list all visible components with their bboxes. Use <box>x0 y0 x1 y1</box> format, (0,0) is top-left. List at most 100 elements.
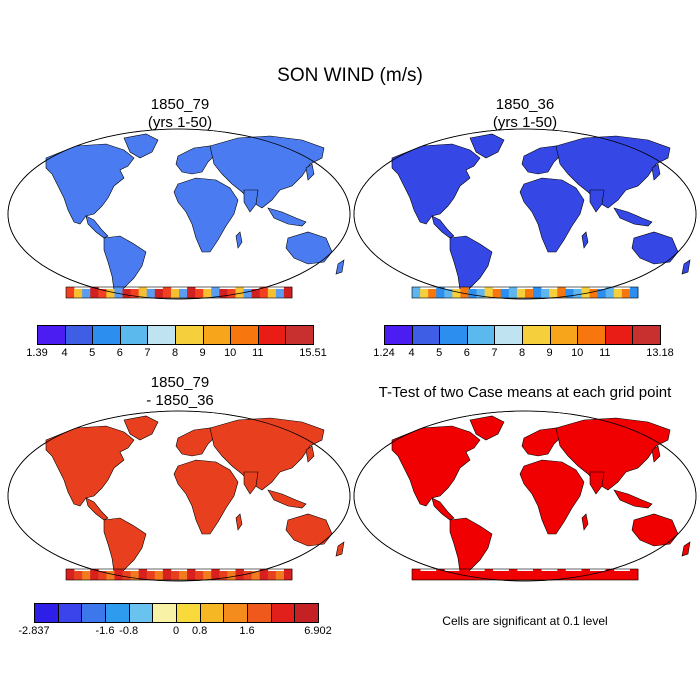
antarctica-segment <box>259 287 269 298</box>
antarctica-segment <box>533 569 542 580</box>
colorbar-box <box>247 603 272 623</box>
antarctica-segment <box>146 289 156 298</box>
antarctica-segment <box>516 289 526 298</box>
antarctica-segment <box>106 571 115 580</box>
colorbar-label: 11 <box>599 347 611 359</box>
antarctica-segment <box>573 571 582 580</box>
colorbar-box <box>632 325 661 345</box>
antarctica-segment <box>251 289 261 298</box>
antarctica-segment <box>412 287 421 298</box>
antarctica-outline <box>65 286 293 299</box>
panel-3-title-line-2: - 1850_36 <box>146 392 214 409</box>
figure-title: SON WIND (m/s) <box>277 65 423 86</box>
antarctica-segment <box>428 571 437 580</box>
colorbar-label: 5 <box>89 347 96 359</box>
antarctica-segment <box>154 289 164 298</box>
antarctica-segment <box>267 289 277 298</box>
antarctica-segment <box>98 289 107 298</box>
antarctica-segment <box>259 569 269 580</box>
colorbar-box <box>294 603 319 623</box>
colorbar-box <box>604 325 634 345</box>
antarctica-segment <box>452 571 461 580</box>
map-panel-3 <box>7 410 351 582</box>
colorbar-label: 10 <box>224 347 237 359</box>
antarctica-segment <box>187 569 196 580</box>
map-panel-4 <box>353 410 697 582</box>
antarctica-segment <box>621 289 631 298</box>
antarctica-segment <box>74 289 83 298</box>
antarctica-segment <box>436 569 445 580</box>
antarctica-segment <box>195 289 204 298</box>
antarctica-outline <box>65 568 293 581</box>
colorbar-label: 9 <box>199 347 206 359</box>
antarctica-segment <box>251 571 261 580</box>
antarctica-segment <box>541 571 550 580</box>
colorbar-label: 9 <box>546 347 553 359</box>
antarctica-segment <box>557 287 566 298</box>
antarctica-segment <box>581 287 590 298</box>
antarctica-segment <box>557 569 566 580</box>
colorbar-label: 6 <box>116 347 123 359</box>
antarctica-segment <box>597 571 607 580</box>
panel-2-title-line-1: 1850_36 <box>495 96 555 113</box>
antarctica-segment <box>492 289 502 298</box>
antarctica-segment <box>492 571 502 580</box>
colorbar-label: 1.39 <box>26 347 48 359</box>
antarctica-segment <box>138 287 148 298</box>
antarctica-segment <box>420 289 429 298</box>
antarctica-segment <box>66 569 75 580</box>
antarctica-segment <box>516 571 526 580</box>
antarctica-outline <box>411 286 639 299</box>
antarctica-segment <box>179 289 188 298</box>
colorbar-label: 6 <box>463 347 470 359</box>
map-panel-1 <box>7 128 351 300</box>
colorbar-box <box>285 325 314 345</box>
colorbar-box <box>411 325 441 345</box>
antarctica-segment <box>235 569 244 580</box>
antarctica-segment <box>525 571 534 580</box>
antarctica-segment <box>500 571 510 580</box>
antarctica-segment <box>549 289 558 298</box>
colorbar-label: 7 <box>144 347 151 359</box>
colorbar-label: 1.24 <box>373 347 395 359</box>
antarctica-segment <box>203 571 212 580</box>
antarctica-segment <box>541 289 550 298</box>
colorbar-box <box>64 325 94 345</box>
antarctica-segment <box>436 287 445 298</box>
antarctica-segment <box>621 571 631 580</box>
colorbar-label: 0 <box>172 625 180 637</box>
colorbar-box <box>199 603 225 623</box>
antarctica-segment <box>420 571 429 580</box>
antarctica-segment <box>211 569 220 580</box>
antarctica-segment <box>203 289 212 298</box>
colorbar-box <box>549 325 579 345</box>
antarctica-segment <box>428 289 437 298</box>
colorbar-box <box>152 603 177 623</box>
antarctica-segment <box>66 287 75 298</box>
antarctica-segment <box>283 287 293 298</box>
colorbar-label: 7 <box>491 347 498 359</box>
antarctica-segment <box>275 571 285 580</box>
antarctica-segment <box>146 571 156 580</box>
antarctica-segment <box>82 571 91 580</box>
colorbar-label: 11 <box>252 347 264 359</box>
antarctica-segment <box>573 289 582 298</box>
colorbar-label: 4 <box>408 347 415 359</box>
colorbar-box <box>223 603 248 623</box>
antarctica-segment <box>629 569 639 580</box>
colorbar-label: 5 <box>436 347 443 359</box>
panel-2-title: 1850_36 (yrs 1-50) <box>425 96 625 132</box>
antarctica-segment <box>275 289 285 298</box>
panel-3-title-line-1: 1850_79 <box>150 374 210 391</box>
antarctica-segment <box>219 571 228 580</box>
antarctica-segment <box>267 571 277 580</box>
colorbar-label: -1.6 <box>95 625 115 637</box>
colorbar-box <box>128 603 154 623</box>
antarctica-segment <box>444 571 453 580</box>
antarctica-segment <box>533 287 542 298</box>
antarctica-segment <box>460 569 469 580</box>
antarctica-segment <box>227 289 236 298</box>
colorbar-box <box>175 325 204 345</box>
colorbar-label: 13.18 <box>646 347 674 359</box>
